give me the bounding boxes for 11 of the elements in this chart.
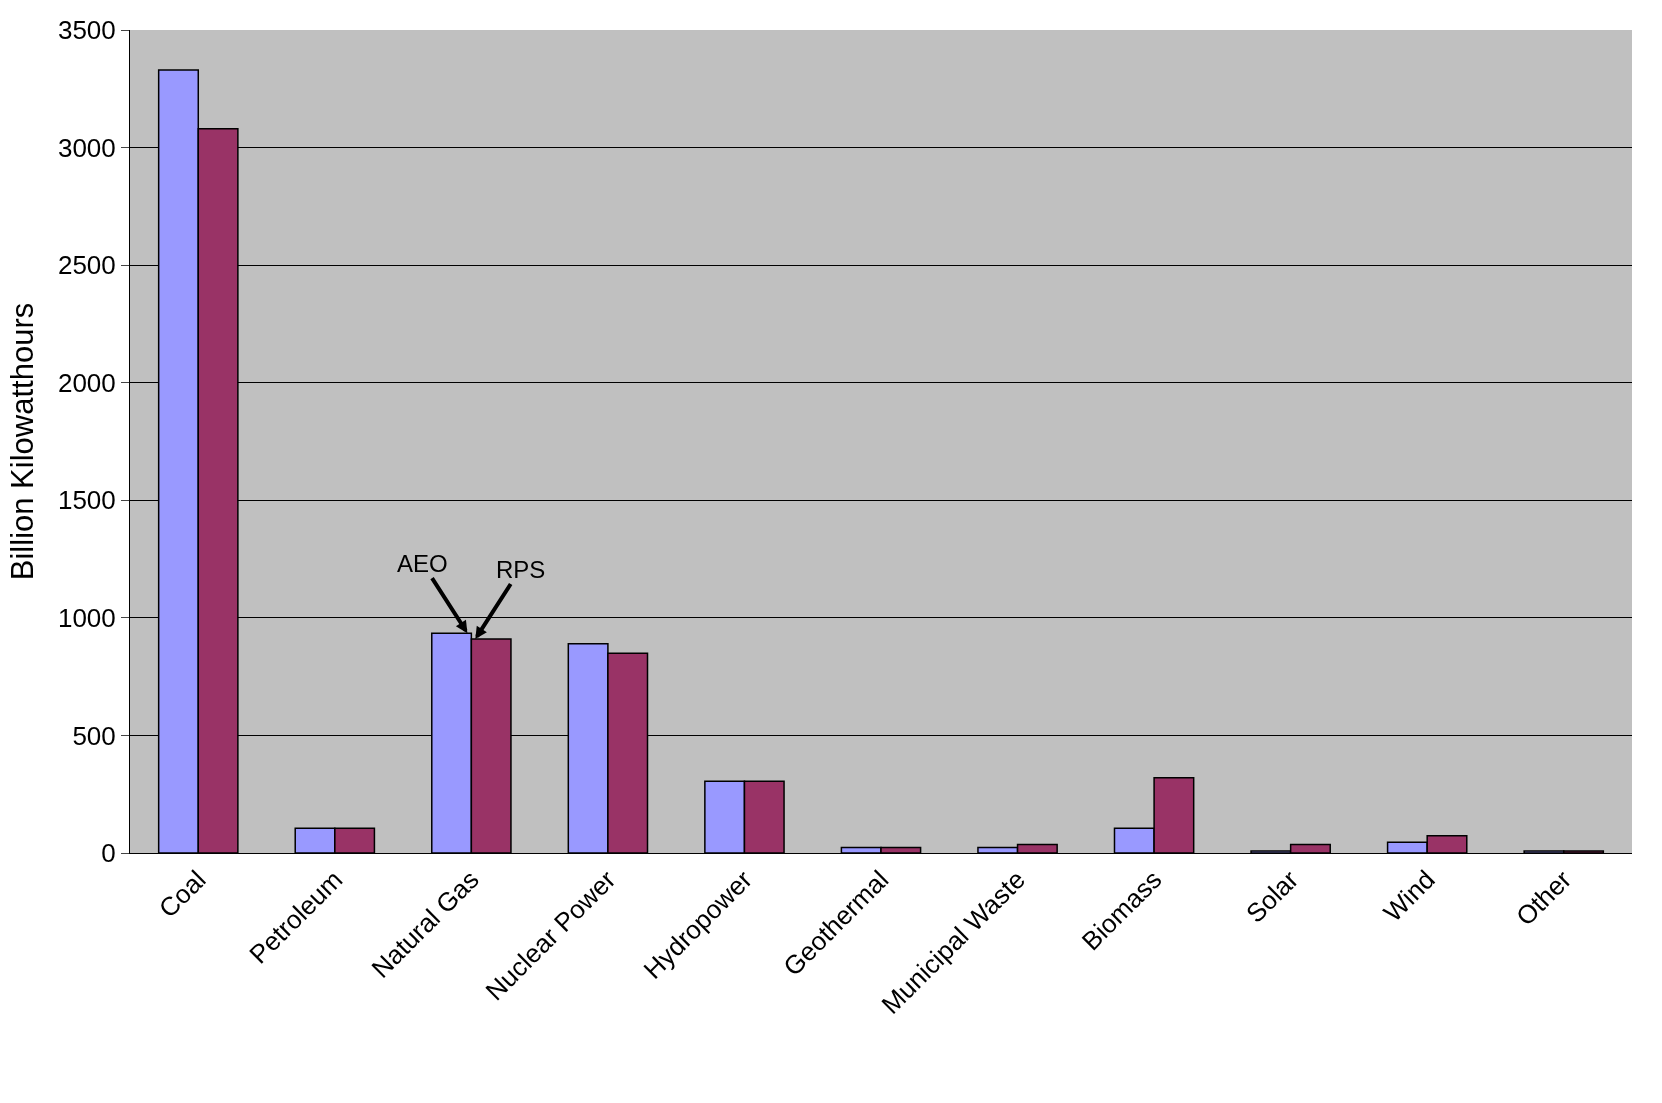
y-axis-title: Billion Kilowatthours: [4, 302, 40, 581]
y-tick-label: 0: [101, 838, 116, 869]
annotation: AEO: [397, 550, 448, 577]
annotation: RPS: [496, 556, 546, 583]
y-tick-label: 2000: [57, 367, 116, 398]
y-tick-label: 500: [72, 720, 116, 751]
y-tick-label: 3000: [57, 132, 116, 163]
y-tick-label: 3500: [57, 15, 116, 46]
y-tick-label: 1500: [57, 485, 116, 516]
y-tick-label: 1000: [57, 602, 116, 633]
y-tick-label: 2500: [57, 250, 116, 281]
